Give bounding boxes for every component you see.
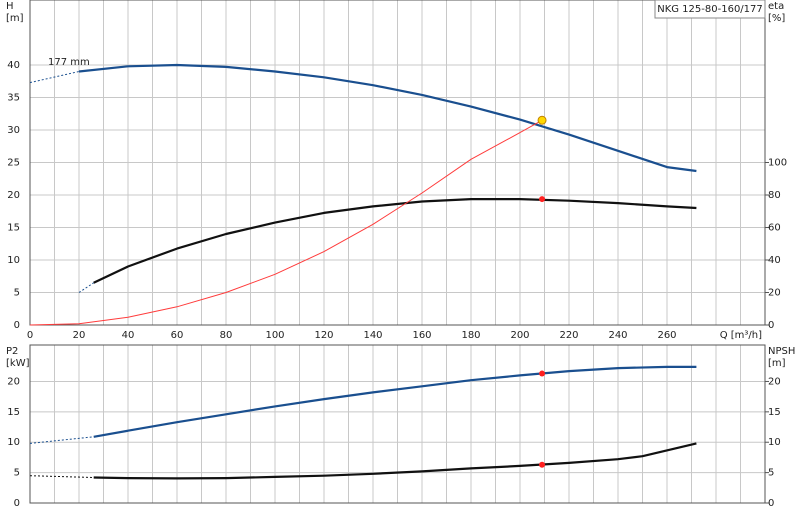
chart-title: NKG 125-80-160/177 (657, 4, 763, 15)
y2-tick-label: 20 (768, 376, 781, 387)
operating-point (539, 370, 546, 377)
y-tick-label: 5 (14, 468, 20, 479)
y-tick-label: 10 (7, 255, 20, 266)
series-line (29, 436, 94, 444)
x-tick-label: 20 (73, 330, 86, 341)
x-tick-label: 80 (220, 330, 233, 341)
series-line (29, 71, 80, 84)
operating-point (537, 115, 547, 125)
y2-tick-label: 0 (768, 320, 774, 331)
plot-frame (29, 344, 766, 504)
series-line (29, 119, 543, 326)
series-line (29, 475, 94, 478)
y-axis-label: H (6, 1, 14, 12)
series-line (93, 198, 697, 284)
y2-tick-label: 100 (768, 158, 787, 169)
x-tick-label: 180 (461, 330, 480, 341)
y-tick-label: 0 (14, 498, 20, 509)
y-tick-label: 30 (7, 125, 20, 136)
y2-tick-label: 10 (768, 437, 781, 448)
x-tick-label: 240 (608, 330, 627, 341)
y-tick-label: 40 (7, 60, 20, 71)
y2-tick-label: 40 (768, 255, 781, 266)
y2-tick-label: 80 (768, 190, 781, 201)
series-line (93, 442, 697, 480)
series-line (78, 63, 697, 173)
y-tick-label: 5 (14, 288, 20, 299)
y2-tick-label: 5 (768, 468, 774, 479)
y2-axis-label: NPSH (768, 346, 795, 357)
y2-tick-label: 15 (768, 407, 781, 418)
x-tick-label: 40 (122, 330, 135, 341)
y2-tick-label: 20 (768, 288, 781, 299)
x-axis-label: Q [m³/h] (720, 330, 762, 341)
y-tick-label: 25 (7, 158, 20, 169)
series-line (78, 282, 94, 293)
x-tick-label: 200 (510, 330, 529, 341)
y-tick-label: 20 (7, 376, 20, 387)
y-tick-label: 10 (7, 437, 20, 448)
y-axis-unit: [m] (6, 13, 24, 24)
x-tick-label: 220 (559, 330, 578, 341)
y-axis-label: P2 (6, 346, 18, 357)
title-box (654, 0, 766, 19)
x-tick-label: 100 (265, 330, 284, 341)
x-tick-label: 120 (314, 330, 333, 341)
y-tick-label: 35 (7, 93, 20, 104)
operating-point (539, 196, 546, 203)
series-line (93, 365, 697, 438)
y2-axis-label: eta (768, 1, 784, 12)
y-tick-label: 0 (14, 320, 20, 331)
x-tick-label: 0 (27, 330, 33, 341)
y2-axis-unit: [m] (768, 358, 786, 369)
x-tick-label: 260 (657, 330, 676, 341)
x-tick-label: 60 (171, 330, 184, 341)
operating-point (539, 461, 546, 468)
x-tick-label: 140 (363, 330, 382, 341)
y-tick-label: 20 (7, 190, 20, 201)
y-tick-label: 15 (7, 407, 20, 418)
x-tick-label: 160 (412, 330, 431, 341)
y2-tick-label: 0 (768, 498, 774, 509)
curve-annotation: 177 mm (48, 57, 90, 68)
y-tick-label: 15 (7, 223, 20, 234)
y2-axis-unit: [%] (768, 13, 785, 24)
y-axis-unit: [kW] (6, 358, 30, 369)
y2-tick-label: 60 (768, 223, 781, 234)
